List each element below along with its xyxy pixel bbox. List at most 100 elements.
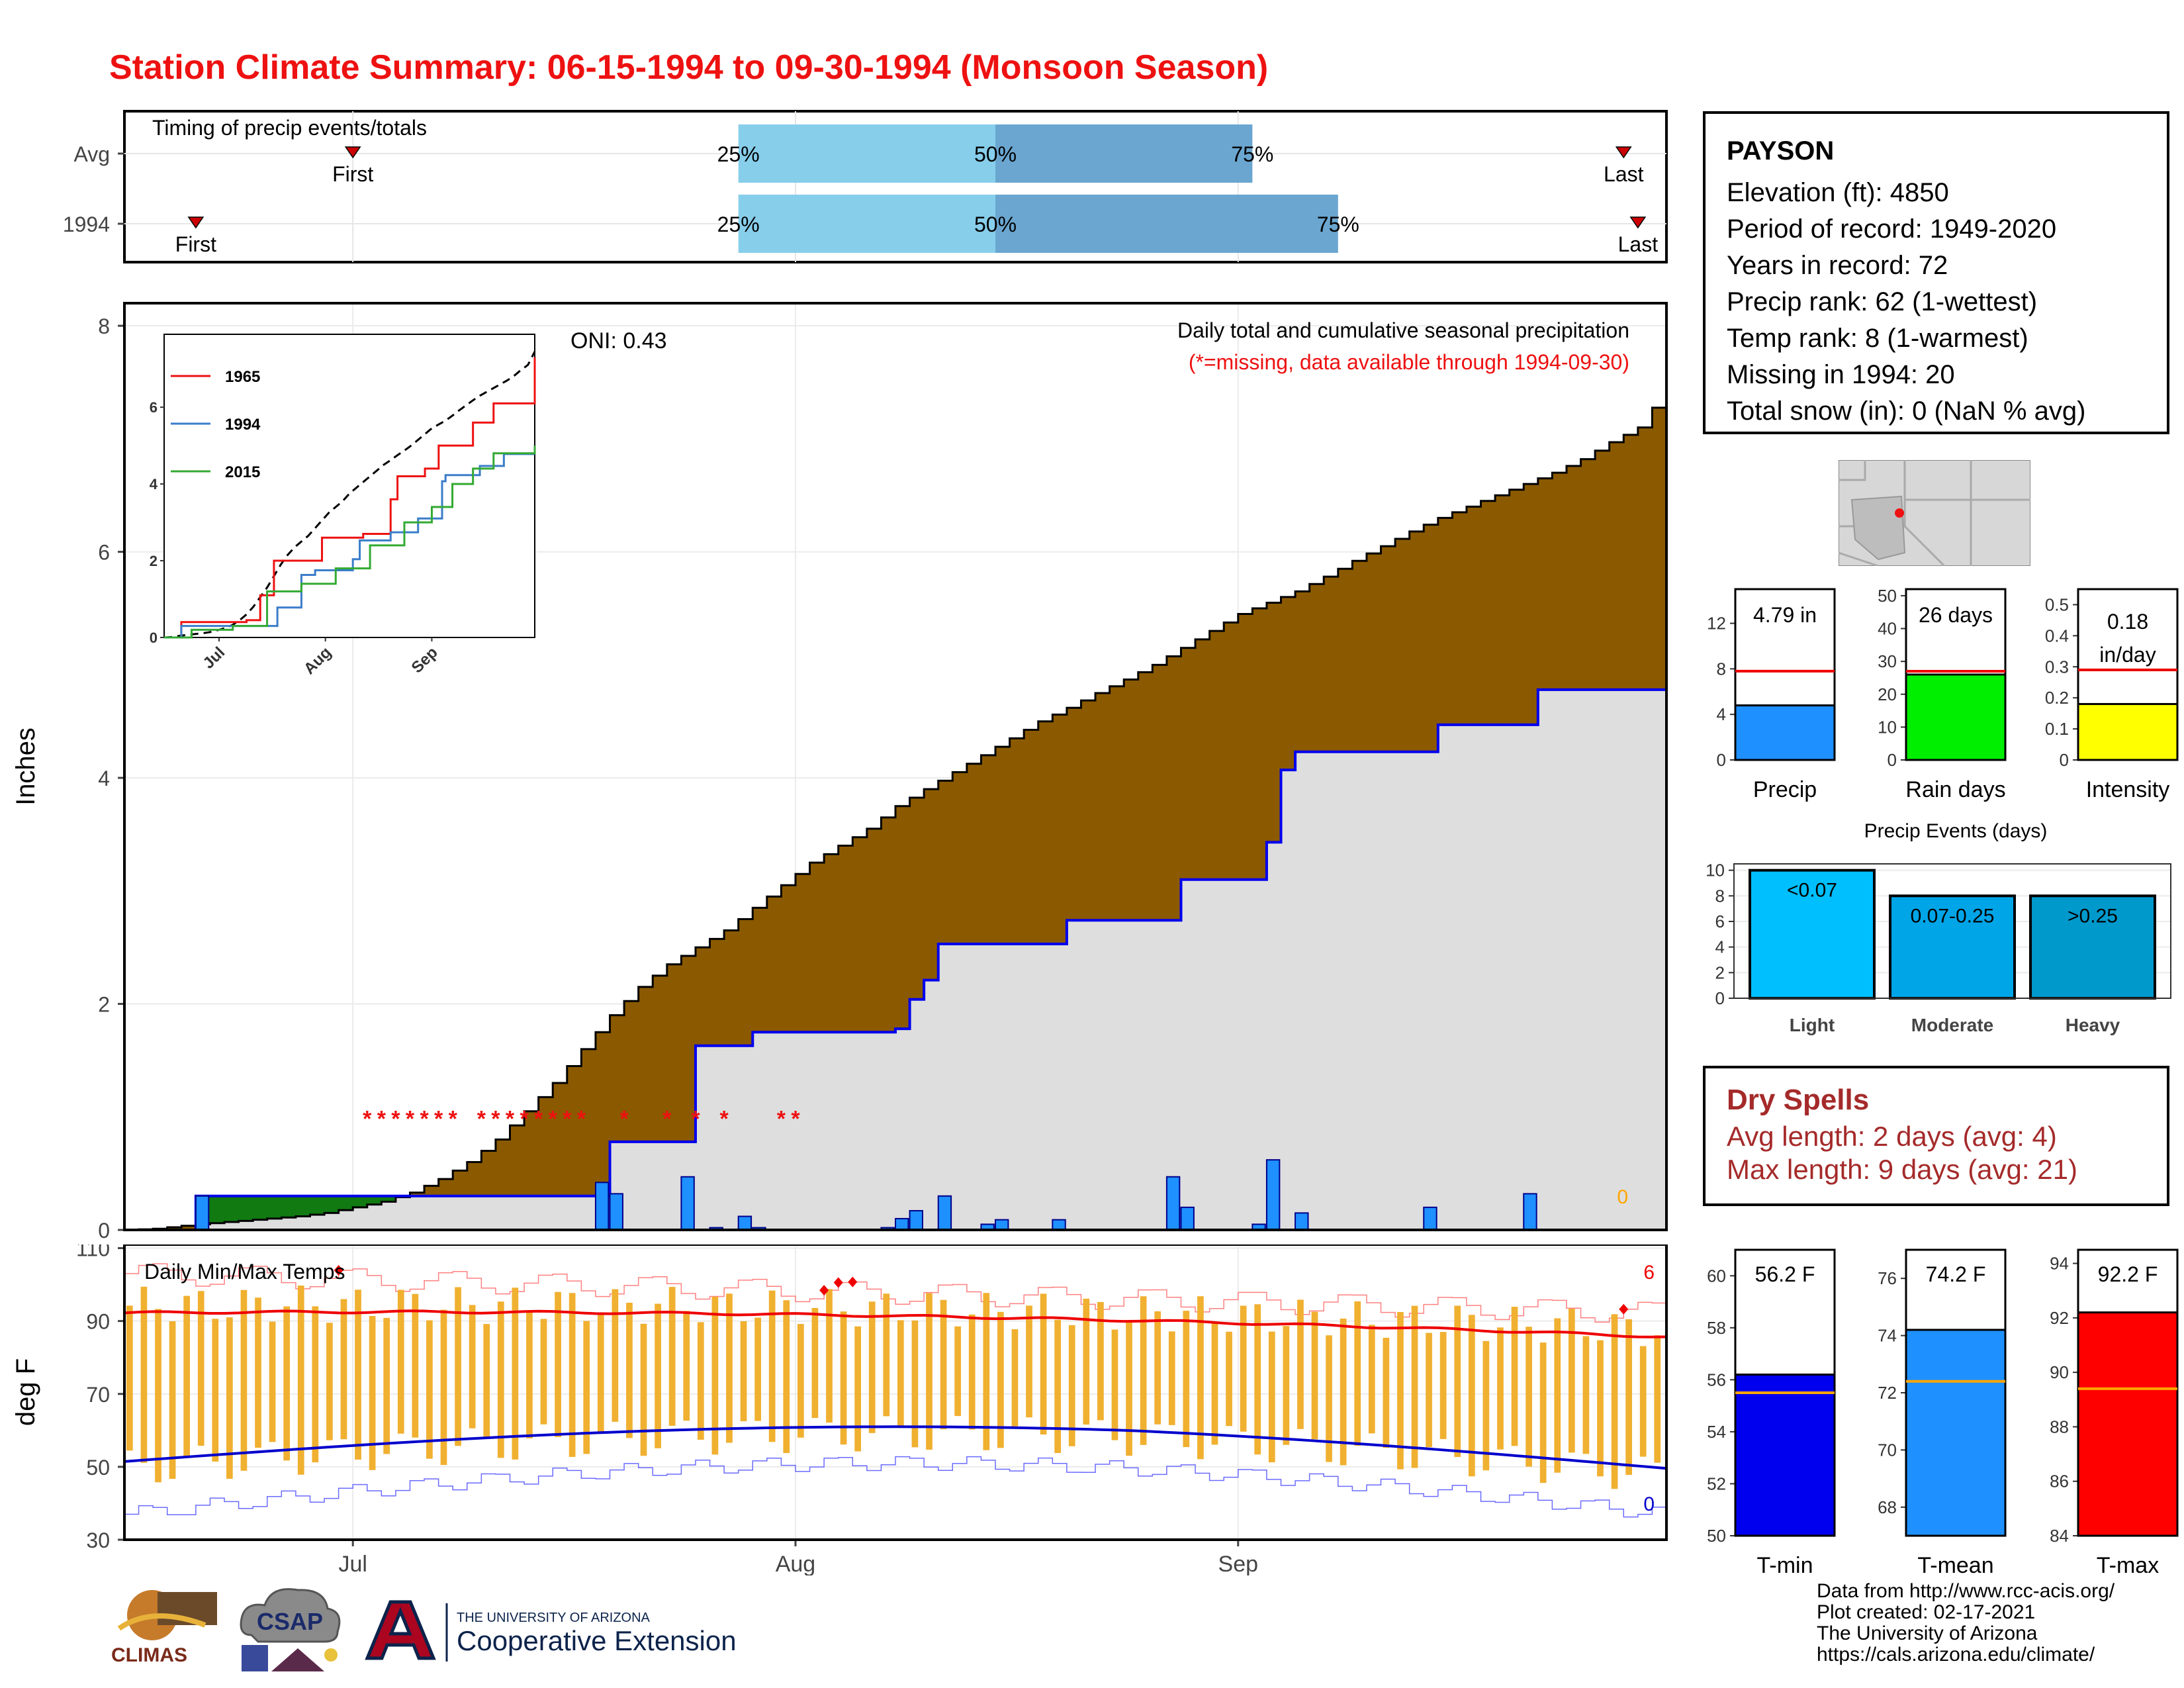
deficit-area [1009,738,1024,945]
ua-big-text: Cooperative Extension [457,1625,737,1656]
inset-legend-label: 1965 [225,368,260,386]
deficit-area [852,837,868,1033]
summary-y-tick-label: 0 [1888,750,1897,770]
summary-y-tick-label: 0.3 [2045,657,2069,677]
daily-temp-bar [1611,1314,1618,1489]
daily-temp-bar [711,1296,719,1455]
temp-summary-category-label: T-mean [1917,1553,1993,1578]
summary-y-tick-label: 10 [1878,717,1897,737]
events-bar-label: >0.25 [2068,905,2118,927]
daily-temp-bar [1368,1325,1375,1434]
deficit-area [995,747,1011,945]
daily-precip-bar [895,1217,909,1231]
deficit-area [1324,577,1339,752]
missing-marker: * [377,1106,387,1131]
inset-series-line [164,357,536,639]
daily-temp-bar [412,1293,419,1438]
deficit-area [795,874,811,1033]
daily-temp-bar [683,1311,690,1421]
ua-small-text: THE UNIVERSITY OF ARIZONA [457,1611,651,1625]
daily-precip-bar [195,1195,210,1231]
timing-event-marker [187,216,205,229]
station-line: Total snow (in): 0 (NaN % avg) [1727,397,2086,426]
daily-temp-bar [640,1323,647,1456]
daily-temp-bar [440,1309,447,1466]
deficit-area [1338,569,1353,752]
timing-pct-label: 50% [974,142,1017,166]
missing-marker: * [420,1106,429,1131]
daily-temp-bar [655,1303,661,1448]
daily-temp-bar [626,1302,633,1438]
record-high-marker [833,1277,843,1288]
deficit-area [1652,407,1667,690]
deficit-area [1452,512,1467,725]
daily-temp-bar [797,1324,804,1438]
daily-temp-bar [868,1301,876,1433]
daily-precip-bar [937,1195,952,1231]
timing-event-label: Last [1604,162,1644,186]
station-line: Precip rank: 62 (1-wettest) [1727,287,2038,316]
deficit-area [866,828,882,1033]
timing-pct-label: 25% [717,212,760,236]
deficit-area [1524,484,1539,725]
daily-temp-bar [455,1287,461,1446]
deficit-area [410,1192,425,1196]
missing-marker: * [619,1106,629,1131]
temp-summary-value-label: 92.2 F [2098,1262,2158,1286]
deficit-area [653,975,668,1142]
surplus-area [281,1196,296,1218]
summary-bar [1734,704,1836,761]
daily-precip-bar [1423,1206,1437,1231]
daily-temp-bar [1383,1337,1390,1448]
deficit-area [666,964,682,1142]
missing-marker: * [777,1106,786,1131]
daily-temp-bar [397,1289,404,1434]
inset-y-tick-label: 4 [150,476,158,492]
summary-y-tick-label: 30 [1878,651,1897,671]
timing-event-marker [1615,146,1632,159]
climas-logo-text: CLIMAS [111,1644,187,1666]
deficit-area [1637,427,1653,690]
temp-summary-y-tick-label: 58 [1707,1318,1726,1338]
inset-legend-label: 2015 [225,463,260,481]
events-y-tick-label: 10 [1706,861,1725,880]
deficit-area [895,806,911,1029]
deficit-area [1466,506,1482,725]
deficit-area [881,817,896,1033]
summary-y-tick-label: 20 [1878,684,1897,704]
station-line: Period of record: 1949-2020 [1727,214,2057,244]
timing-row-label: 1994 [63,212,110,236]
temp-y-tick-label: 110 [76,1244,110,1261]
temp-summary-bars: 50 52 54 56 58 60 56.2 F T-min 68 70 72 74 76 74.2 F T… [1707,1248,2179,1578]
deficit-area [553,1083,568,1196]
record-high-marker [1619,1303,1629,1315]
daily-temp-bar [940,1299,947,1430]
daily-temp-bar [169,1321,176,1479]
deficit-area [1595,450,1610,690]
summary-y-tick-label: 0.5 [2045,594,2069,614]
deficit-area [695,947,711,1046]
summary-category-label: Precip [1753,777,1817,802]
daily-temp-bar [968,1314,976,1430]
summary-bar [2077,703,2179,761]
daily-precip-bar [909,1209,923,1231]
timing-pct-label: 25% [717,142,760,166]
deficit-area [1066,708,1081,921]
avg-cumulative-line [124,388,1668,1231]
summary-y-tick-label: 4 [1717,704,1726,724]
daily-temp-bar [826,1289,833,1423]
deficit-area [1395,538,1410,752]
daily-temp-bar [1326,1335,1332,1462]
record-high-line [124,1263,1667,1323]
missing-marker: * [477,1106,486,1131]
daily-temp-bar [883,1293,890,1417]
deficit-area [481,1150,496,1196]
surplus-area [381,1196,396,1202]
deficit-area [838,845,853,1033]
missing-marker: * [406,1106,415,1131]
zero-label: 0 [1617,1186,1628,1208]
deficit-area [938,780,953,945]
daily-precip-bar [1265,1159,1281,1231]
x-tick-label: Sep [1218,1552,1259,1575]
temp-summary-value-label: 56.2 F [1755,1262,1815,1286]
